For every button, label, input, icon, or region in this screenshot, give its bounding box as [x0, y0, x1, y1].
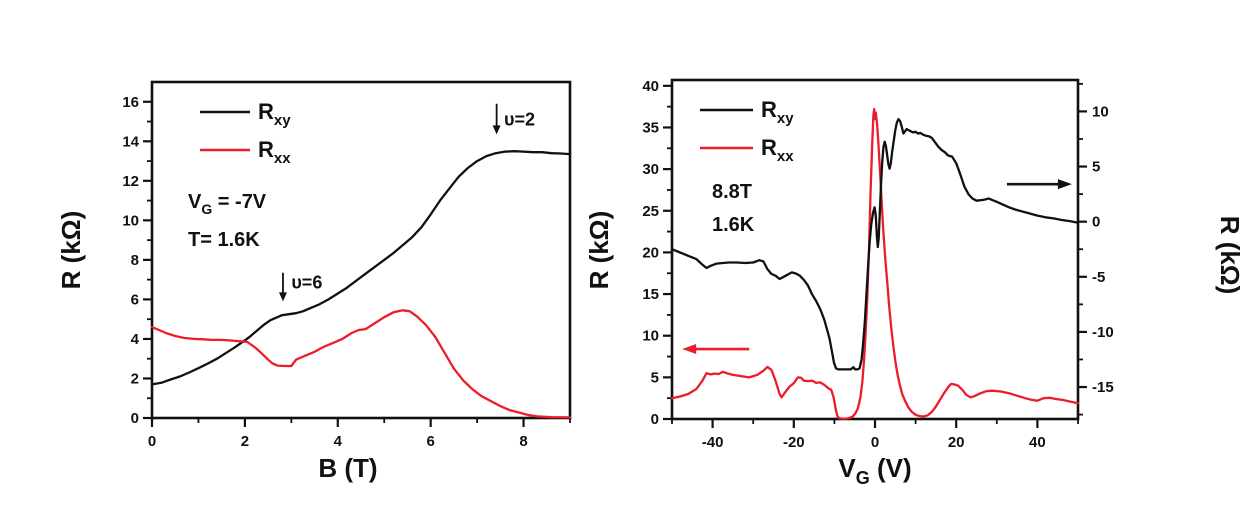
x-axis-tick-label: -20: [783, 434, 805, 451]
x-axis-title: VG (V): [838, 453, 911, 488]
x-axis-tick-label: 8: [519, 433, 527, 450]
y-axis-left-tick-label: 25: [642, 203, 659, 220]
x-axis-tick-label: 0: [871, 434, 879, 451]
annotation-arrowhead-icon: [492, 125, 501, 135]
x-axis-tick-label: 2: [241, 433, 249, 450]
y-axis-left-tick-label: 15: [642, 286, 659, 303]
y-axis-left-tick-label: 14: [122, 133, 139, 150]
y-axis-right-title: R (kΩ): [1215, 216, 1244, 295]
x-axis-tick-label: -40: [702, 434, 724, 451]
legend-label-rxy: Rxy: [258, 99, 291, 129]
condition-text: 8.8T: [712, 181, 752, 203]
x-axis-tick-label: 4: [334, 433, 343, 450]
legend-label-rxx: Rxx: [258, 137, 291, 167]
y-axis-right-tick-label: 0: [1092, 214, 1100, 231]
rxx-curve: [670, 108, 1080, 420]
y-axis-left-title: R (kΩ): [56, 211, 86, 290]
condition-text: VG = -7V: [188, 191, 267, 217]
annotation-text: υ=6: [291, 273, 322, 293]
legend-label-rxx: Rxx: [761, 135, 794, 165]
y-axis-left-tick-label: 16: [122, 94, 139, 111]
y-axis-right-tick-label: 5: [1092, 159, 1100, 176]
x-axis-tick-label: 20: [948, 434, 965, 451]
y-axis-left-tick-label: 20: [642, 244, 659, 261]
left-chart-svg: 0 2 4 6 8 0 2 4 6 8 10 12 14 16 Rxy Rxx VG = -7V T= 1.6K υ…: [56, 80, 572, 483]
x-axis-tick-label: 0: [148, 433, 156, 450]
y-axis-right-tick-label: -15: [1092, 379, 1114, 396]
y-axis-left-tick-label: 2: [131, 370, 139, 387]
plot-frame: [670, 78, 1080, 421]
y-axis-left-tick-label: 8: [131, 252, 139, 269]
y-axis-left-tick-label: 4: [131, 331, 140, 348]
legend-label-rxy: Rxy: [761, 97, 794, 127]
y-axis-left-tick-label: 10: [122, 212, 139, 229]
plot-frame: [150, 80, 572, 420]
y-axis-left-tick-label: 40: [642, 78, 659, 95]
rxy-axis-arrowhead-icon: [1057, 179, 1072, 190]
x-axis-tick-label: 40: [1029, 434, 1046, 451]
y-axis-left-tick-label: 5: [651, 369, 659, 386]
y-axis-left-tick-label: 0: [651, 411, 659, 428]
y-axis-left-tick-label: 6: [131, 291, 139, 308]
right-chart-svg: -40 -20 0 20 40 0 5 10 15 20 25 30 35 40 -15 -10 -5 0 5 10 R…: [584, 78, 1244, 488]
rxx-curve: [150, 309, 572, 419]
condition-text: T= 1.6K: [188, 229, 260, 251]
condition-text: 1.6K: [712, 214, 755, 236]
x-axis-tick-label: 6: [426, 433, 434, 450]
y-axis-left-tick-label: 30: [642, 161, 659, 178]
y-axis-right-tick-label: 10: [1092, 103, 1109, 120]
rxx-axis-arrowhead-icon: [682, 344, 697, 355]
annotation-arrowhead-icon: [278, 292, 287, 302]
y-axis-left-title: R (kΩ): [584, 211, 614, 290]
rxy-curve: [670, 117, 1080, 371]
y-axis-left-tick-label: 10: [642, 328, 659, 345]
y-axis-left-tick-label: 0: [131, 410, 139, 427]
rxy-curve: [150, 150, 572, 386]
annotation-text: υ=2: [504, 110, 535, 130]
y-axis-left-tick-label: 35: [642, 119, 659, 136]
x-axis-title: B (T): [318, 453, 377, 483]
y-axis-left-tick-label: 12: [122, 173, 139, 190]
y-axis-right-tick-label: -10: [1092, 324, 1114, 341]
y-axis-right-tick-label: -5: [1092, 269, 1105, 286]
